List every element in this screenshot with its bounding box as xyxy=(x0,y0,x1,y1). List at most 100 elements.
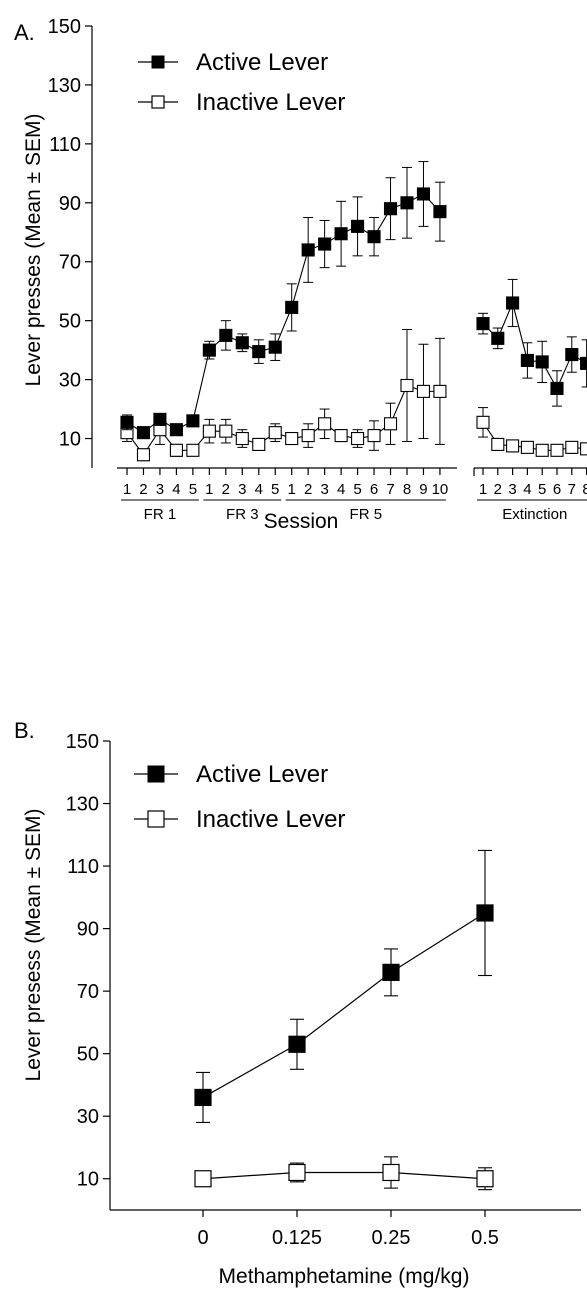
active-lever-point xyxy=(476,317,490,331)
x-tick-label: 9 xyxy=(419,481,427,498)
x-tick-label: 0 xyxy=(197,1227,208,1249)
active-lever-point xyxy=(520,353,534,367)
x-tick-label: 3 xyxy=(320,481,328,498)
x-tick-label: 2 xyxy=(304,481,312,498)
inactive-lever-point xyxy=(400,378,414,393)
panel-a-marks xyxy=(120,161,587,462)
x-tick-label: 0.5 xyxy=(471,1227,499,1249)
panel-b: B. Lever presess (Mean ± SEM) Methamphet… xyxy=(14,718,581,1288)
y-tick-label: 10 xyxy=(59,429,81,451)
x-tick-label: 0.25 xyxy=(372,1227,411,1249)
y-tick-label: 150 xyxy=(66,731,99,753)
inactive-lever-point xyxy=(367,429,381,443)
x-tick-label: 5 xyxy=(353,481,361,498)
active-lever-point xyxy=(169,423,183,437)
y-tick-label: 150 xyxy=(48,16,81,38)
x-tick-label: 7 xyxy=(568,481,576,498)
active-lever-point xyxy=(219,328,233,342)
x-tick-label: 8 xyxy=(403,481,411,498)
inactive-lever-point xyxy=(194,1170,212,1188)
active-lever-point xyxy=(535,355,549,369)
y-tick-label: 10 xyxy=(77,1169,99,1191)
active-lever-point xyxy=(580,356,587,370)
inactive-lever-point xyxy=(416,384,431,398)
active-lever-point xyxy=(202,343,216,357)
inactive-lever-point xyxy=(334,429,348,443)
active-lever-point xyxy=(565,348,579,362)
active-lever-point xyxy=(400,196,414,210)
x-tick-label: 1 xyxy=(288,481,296,498)
inactive-lever-point xyxy=(268,426,282,440)
phase-label: Extinction xyxy=(502,506,567,523)
panel-b-x-axis-title: Methamphetamine (mg/kg) xyxy=(219,1265,470,1288)
active-lever-point xyxy=(268,340,282,354)
inactive-lever-point xyxy=(301,429,315,443)
x-tick-label: 3 xyxy=(156,481,164,498)
y-tick-label: 30 xyxy=(77,1106,99,1128)
panel-a-y-axis-title: Lever presses (Mean ± SEM) xyxy=(22,114,45,387)
legend-active-label: Active Lever xyxy=(196,761,328,788)
x-tick-label: 5 xyxy=(538,481,546,498)
x-tick-label: 8 xyxy=(582,481,587,498)
inactive-lever-point xyxy=(169,443,183,457)
active-lever-point xyxy=(301,243,315,257)
active-lever-point xyxy=(186,414,200,428)
active-lever-point xyxy=(433,205,447,219)
x-tick-label: 4 xyxy=(255,481,263,498)
active-lever-point xyxy=(136,426,151,440)
active-lever-point xyxy=(120,415,134,429)
y-tick-label: 130 xyxy=(66,794,99,816)
inactive-lever-point xyxy=(235,431,249,446)
panel-b-label: B. xyxy=(14,718,35,743)
panel-a-label: A. xyxy=(14,20,35,45)
y-tick-label: 30 xyxy=(59,370,81,392)
phase-label: FR 5 xyxy=(350,506,383,523)
phase-label: FR 3 xyxy=(226,506,259,523)
y-tick-label: 70 xyxy=(59,252,81,274)
inactive-lever-point xyxy=(433,384,447,398)
active-lever-point xyxy=(285,300,299,314)
inactive-lever-point xyxy=(285,431,299,446)
legend-inactive-label: Inactive Lever xyxy=(196,806,345,833)
active-lever-point xyxy=(506,296,520,310)
inactive-lever-point xyxy=(580,442,587,456)
x-tick-label: 5 xyxy=(271,481,279,498)
x-tick-label: 6 xyxy=(553,481,561,498)
inactive-lever-point xyxy=(476,415,490,429)
y-tick-label: 50 xyxy=(77,1044,99,1066)
x-tick-label: 3 xyxy=(238,481,246,498)
x-tick-label: 4 xyxy=(523,481,531,498)
x-tick-label: 7 xyxy=(386,481,394,498)
active-lever-point xyxy=(416,187,431,201)
inactive-lever-point xyxy=(288,1163,306,1182)
active-lever-point xyxy=(334,227,348,241)
active-lever-point xyxy=(550,381,564,395)
legend-active-label: Active Lever xyxy=(196,49,328,76)
x-tick-label: 4 xyxy=(172,481,180,498)
x-tick-label: 2 xyxy=(494,481,502,498)
x-tick-label: 4 xyxy=(337,481,345,498)
panel-b-axes: 10 30 50 70 90 110 130 150 0 0.125 0.25 0.5 xyxy=(66,731,581,1249)
x-tick-label: 1 xyxy=(479,481,487,498)
inactive-lever-point xyxy=(351,431,365,446)
legend-active-marker xyxy=(147,765,165,783)
x-tick-label: 3 xyxy=(508,481,516,498)
legend-inactive-marker xyxy=(151,95,165,109)
active-lever-point xyxy=(252,345,266,359)
x-tick-label: 0.125 xyxy=(272,1227,322,1249)
inactive-lever-point xyxy=(382,1163,400,1182)
active-lever-point xyxy=(288,1035,306,1053)
legend-active-marker xyxy=(151,55,165,69)
inactive-lever-point xyxy=(520,440,534,454)
active-lever-point xyxy=(383,202,398,216)
active-lever-point xyxy=(491,331,505,345)
inactive-lever-point xyxy=(318,417,332,431)
phase-label: FR 1 xyxy=(144,506,177,523)
inactive-lever-point xyxy=(252,437,266,451)
inactive-lever-point xyxy=(535,443,549,457)
active-lever-point xyxy=(235,336,249,350)
x-tick-label: 1 xyxy=(123,481,131,498)
legend-inactive-marker xyxy=(147,810,165,828)
